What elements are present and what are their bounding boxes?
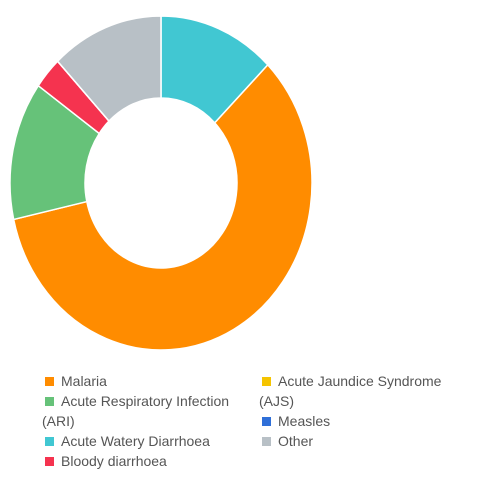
legend-swatch: [262, 437, 271, 446]
legend-label: Malaria: [61, 373, 107, 389]
legend-item[interactable]: Acute Watery Diarrhoea: [42, 431, 242, 451]
legend-swatch: [45, 397, 54, 406]
legend-item[interactable]: Malaria: [42, 371, 242, 391]
legend: Malaria Acute Respiratory Infection (ARI)…: [42, 371, 242, 471]
legend-item[interactable]: Measles: [259, 411, 479, 431]
legend-swatch: [45, 437, 54, 446]
legend-label: Acute Watery Diarrhoea: [61, 433, 210, 449]
legend-swatch: [262, 377, 271, 386]
slice: [56, 15, 162, 123]
legend-label: Acute Jaundice Syndrome (AJS): [259, 373, 442, 409]
legend-swatch: [45, 457, 54, 466]
legend-swatch: [262, 417, 271, 426]
legend-label: Other: [278, 433, 314, 449]
legend-label: Measles: [278, 413, 331, 429]
legend-item[interactable]: Bloody diarrhoea: [42, 451, 242, 471]
legend-item[interactable]: Acute Respiratory Infection (ARI): [42, 391, 242, 431]
donut: [9, 15, 313, 351]
legend-swatch: [45, 377, 54, 386]
legend-item[interactable]: Acute Jaundice Syndrome (AJS): [259, 371, 479, 411]
legend-item[interactable]: Other: [259, 431, 479, 451]
legend-label: Bloody diarrhoea: [61, 453, 167, 469]
legend-label: Acute Respiratory Infection (ARI): [42, 393, 230, 429]
legend: Acute Jaundice Syndrome (AJS) Measles Othe…: [259, 371, 479, 451]
slice: [12, 63, 313, 351]
